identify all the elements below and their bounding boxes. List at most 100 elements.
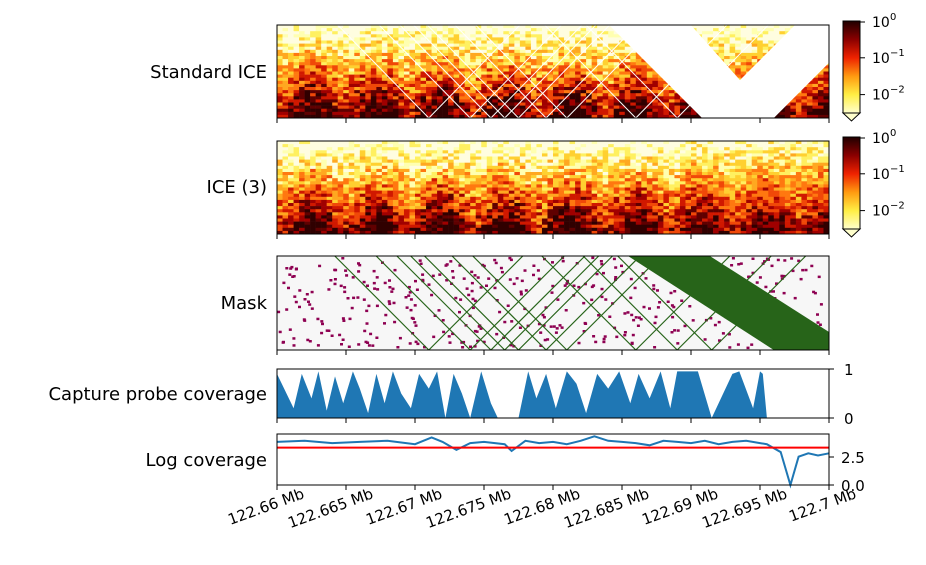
x-tick-label: 122.7 Mb xyxy=(786,485,858,526)
masked-pixel xyxy=(813,291,817,295)
masked-pixel xyxy=(551,261,554,264)
masked-pixel xyxy=(473,299,477,303)
masked-pixel xyxy=(302,318,306,321)
masked-bin-line xyxy=(504,24,597,119)
masked-pixel xyxy=(537,322,541,326)
masked-pixel xyxy=(676,342,680,345)
masked-pixel xyxy=(512,282,516,286)
masked-pixel xyxy=(451,332,455,336)
masked-bin-line xyxy=(337,24,430,119)
masked-pixel xyxy=(510,320,514,323)
masked-pixel xyxy=(644,277,648,280)
masked-pixel xyxy=(512,345,516,348)
masked-pixel xyxy=(290,265,294,269)
masked-pixel xyxy=(470,281,474,285)
masked-pixel xyxy=(342,319,346,322)
masked-pixel xyxy=(536,269,540,272)
masked-pixel xyxy=(285,267,289,270)
masked-pixel xyxy=(282,281,286,285)
masked-pixel xyxy=(414,279,417,283)
masked-pixel xyxy=(765,257,769,261)
masked-pixel xyxy=(543,338,547,342)
masked-pixel xyxy=(614,266,618,269)
masked-pixel xyxy=(277,310,281,314)
masked-pixel xyxy=(751,271,755,275)
masked-pixel xyxy=(626,311,630,314)
masked-pixel xyxy=(634,316,638,319)
masked-bin-line xyxy=(451,255,547,351)
masked-pixel xyxy=(365,322,369,325)
masked-bin-line xyxy=(582,255,678,351)
masked-pixel xyxy=(294,268,298,271)
masked-pixel xyxy=(393,320,397,324)
masked-pixel xyxy=(551,284,555,288)
masked-bin-line xyxy=(475,24,568,119)
masked-pixel xyxy=(572,284,576,287)
masked-pixel xyxy=(728,346,732,349)
masked-pixel xyxy=(298,305,301,309)
masked-pixel xyxy=(384,313,388,317)
masked-pixel xyxy=(564,309,568,312)
masked-pixel xyxy=(444,264,448,267)
masked-pixel xyxy=(362,280,366,284)
masked-pixel xyxy=(333,282,337,286)
heatmap-standard-ice xyxy=(277,24,867,119)
masked-bin-line xyxy=(518,24,610,119)
masked-pixel xyxy=(458,264,462,267)
masked-bin-line xyxy=(413,24,506,119)
masked-pixel xyxy=(636,324,640,327)
masked-bin-line xyxy=(541,255,637,351)
masked-pixel xyxy=(475,330,479,333)
masked-pixel xyxy=(366,284,369,287)
masked-pixel xyxy=(727,333,731,336)
masked-pixel xyxy=(563,284,567,287)
masked-bin-band xyxy=(702,25,867,118)
masked-pixel xyxy=(471,306,475,310)
masked-pixel xyxy=(287,286,290,290)
masked-pixel xyxy=(408,342,412,345)
masked-pixel xyxy=(485,284,488,287)
masked-pixel xyxy=(493,286,497,290)
masked-pixel xyxy=(583,282,587,286)
masked-pixel xyxy=(669,291,673,295)
masked-pixel xyxy=(546,338,550,341)
masked-pixel xyxy=(340,343,343,346)
masked-pixel xyxy=(388,279,391,282)
masked-pixel xyxy=(433,314,437,317)
masked-pixel xyxy=(602,340,606,344)
masked-pixel xyxy=(305,293,309,296)
masked-pixel xyxy=(730,264,734,267)
masked-pixel xyxy=(509,258,513,262)
masked-pixel xyxy=(680,299,684,302)
masked-pixel xyxy=(432,335,436,339)
masked-pixel xyxy=(447,335,451,338)
masked-pixel xyxy=(343,290,347,294)
masked-pixel xyxy=(614,276,618,279)
masked-pixel xyxy=(731,257,735,260)
masked-pixel xyxy=(614,278,617,281)
masked-pixel xyxy=(654,315,658,319)
masked-pixel xyxy=(791,269,795,273)
masked-pixel xyxy=(519,290,523,293)
masked-bin-line xyxy=(545,255,641,351)
masked-pixel xyxy=(652,284,656,287)
masked-pixel xyxy=(458,310,461,314)
masked-pixel xyxy=(469,345,472,348)
masked-pixel xyxy=(623,331,627,334)
masked-pixel xyxy=(358,263,362,267)
masked-pixel xyxy=(633,286,637,290)
masked-pixel xyxy=(817,275,821,279)
colorbar-tick-label: 10 xyxy=(872,15,890,31)
masked-pixel xyxy=(709,317,713,320)
masked-pixel xyxy=(409,308,413,312)
masked-pixel xyxy=(658,301,662,304)
masked-pixel xyxy=(471,297,475,301)
masked-pixel xyxy=(372,281,376,285)
masked-bin-line xyxy=(378,24,471,119)
masked-pixel xyxy=(620,264,623,268)
masked-pixel xyxy=(793,296,797,300)
masked-pixel xyxy=(430,293,434,297)
colorbar-tick-label: 10 xyxy=(872,167,890,183)
masked-pixel xyxy=(408,291,412,294)
colorbar-extend-arrow xyxy=(841,112,862,122)
